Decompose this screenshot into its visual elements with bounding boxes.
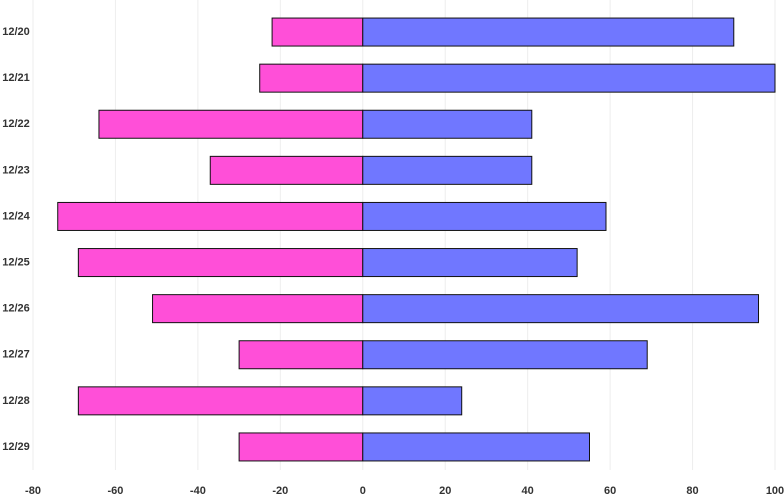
bar: [362, 109, 533, 139]
bar: [362, 201, 607, 231]
bar: [362, 63, 776, 93]
bar: [362, 340, 648, 370]
y-tick-label: 12/20: [2, 26, 30, 38]
y-tick-label: 12/28: [2, 395, 30, 407]
bar: [152, 294, 364, 324]
y-tick-label: 12/24: [2, 210, 30, 222]
x-tick-label: 20: [439, 485, 451, 497]
bar: [238, 432, 364, 462]
y-tick-label: 12/21: [2, 72, 30, 84]
bar: [98, 109, 364, 139]
x-tick-label: -60: [107, 485, 123, 497]
bar: [362, 386, 463, 416]
bar: [362, 248, 578, 278]
x-tick-label: 80: [686, 485, 698, 497]
bar: [362, 155, 533, 185]
x-tick-label: 40: [522, 485, 534, 497]
y-tick-label: 12/26: [2, 303, 30, 315]
x-tick-label: 60: [604, 485, 616, 497]
bar: [57, 201, 364, 231]
bar: [77, 248, 364, 278]
bar: [362, 294, 760, 324]
y-tick-label: 12/23: [2, 164, 30, 176]
x-tick-label: 100: [766, 485, 784, 497]
x-tick-label: 0: [360, 485, 366, 497]
bar: [362, 17, 735, 47]
x-tick-label: -20: [272, 485, 288, 497]
y-tick-label: 12/25: [2, 256, 30, 268]
y-tick-label: 12/22: [2, 118, 30, 130]
bar: [77, 386, 364, 416]
bar: [238, 340, 364, 370]
bar: [209, 155, 364, 185]
y-tick-label: 12/27: [2, 349, 30, 361]
x-tick-label: -40: [190, 485, 206, 497]
bar: [271, 17, 364, 47]
y-tick-label: 12/29: [2, 441, 30, 453]
x-tick-label: -80: [25, 485, 41, 497]
bar: [362, 432, 590, 462]
bar: [259, 63, 364, 93]
